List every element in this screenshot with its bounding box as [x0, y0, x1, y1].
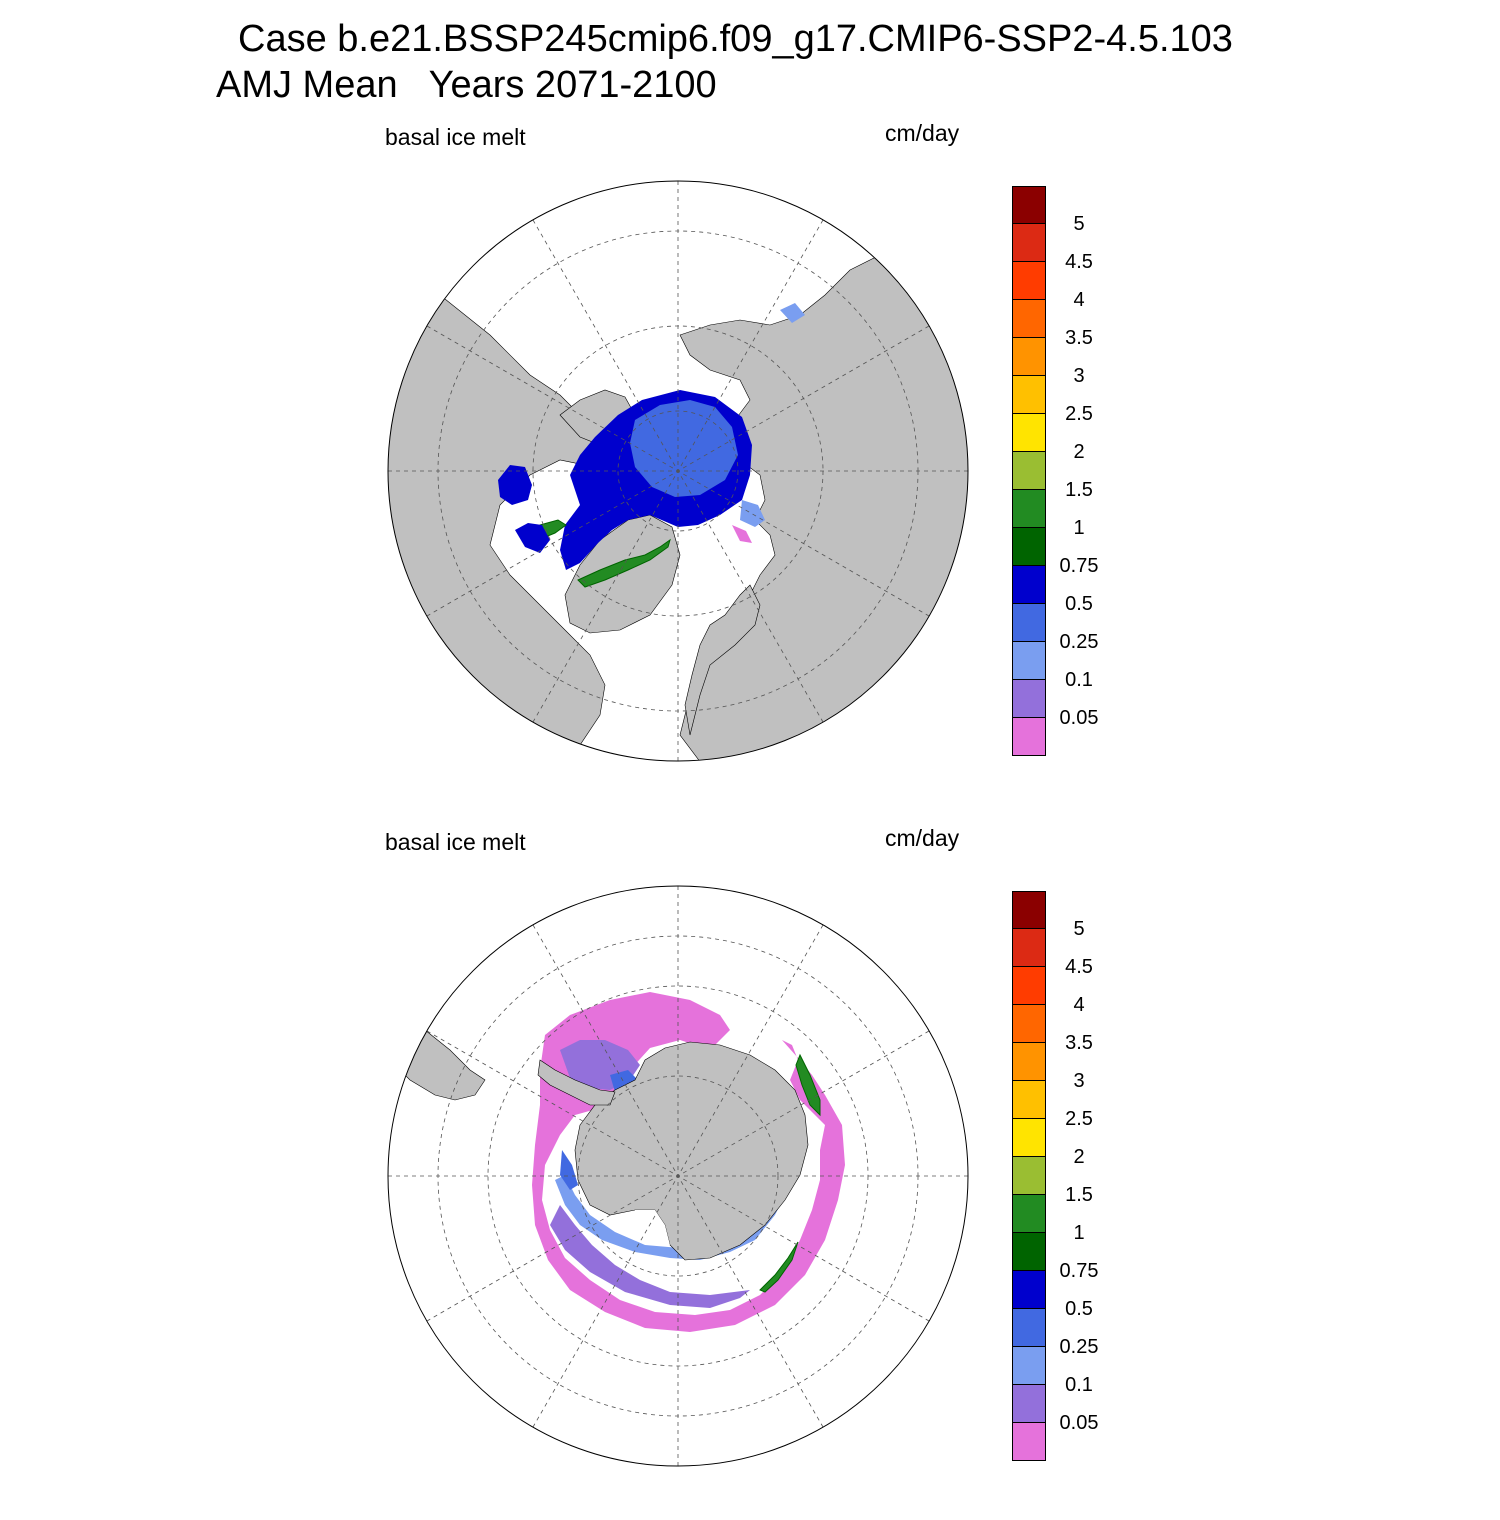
north-colorbar-label: 4 [1073, 289, 1085, 311]
north-colorbar-box [1012, 604, 1046, 642]
north-colorbar-box [1012, 376, 1046, 414]
south-colorbar-label: 4.5 [1065, 956, 1093, 978]
north-ice-inner-blue [630, 400, 738, 497]
south-colorbar-box [1012, 1005, 1046, 1043]
north-units-label: cm/day [885, 120, 960, 146]
south-colorbar-label: 0.1 [1065, 1374, 1093, 1396]
south-ice-blue-west [560, 1150, 578, 1190]
south-colorbar-box [1012, 967, 1046, 1005]
north-panel: basal ice melt cm/day [0, 110, 1500, 815]
north-colorbar-label: 0.1 [1065, 669, 1093, 691]
south-colorbar-box [1012, 1271, 1046, 1309]
north-colorbar-box [1012, 566, 1046, 604]
south-land-peninsula [537, 1059, 616, 1106]
south-colorbar-box [1012, 1309, 1046, 1347]
south-graticule [388, 886, 968, 1466]
north-colorbar-label: 0.25 [1059, 631, 1099, 653]
north-colorbar-box [1012, 642, 1046, 680]
north-colorbar-box [1012, 414, 1046, 452]
south-polar-map [387, 885, 969, 1467]
south-colorbar-label: 1 [1073, 1222, 1085, 1244]
north-colorbar-box [1012, 718, 1046, 756]
north-colorbar-box [1012, 452, 1046, 490]
north-colorbar-box [1012, 300, 1046, 338]
south-colorbar-box [1012, 1233, 1046, 1271]
south-colorbar-box [1012, 1423, 1046, 1461]
south-colorbar-box [1012, 1195, 1046, 1233]
north-colorbar-label: 3.5 [1065, 327, 1093, 349]
north-ice-labrador [515, 523, 550, 553]
south-variable-label: basal ice melt [385, 829, 526, 855]
north-ice-pink-fringe [732, 525, 752, 543]
south-colorbar-label: 2 [1073, 1146, 1085, 1168]
south-colorbar-label: 0.75 [1059, 1260, 1099, 1282]
north-colorbar-label: 2 [1073, 441, 1085, 463]
south-colorbar-label: 0.05 [1059, 1412, 1099, 1434]
north-polar-map [387, 180, 969, 762]
north-colorbar-box [1012, 528, 1046, 566]
north-graticule [388, 181, 968, 761]
south-colorbar-label: 5 [1073, 918, 1085, 940]
south-ross-ice-shelf [635, 1210, 670, 1245]
north-colorbar-label: 5 [1073, 213, 1085, 235]
south-ice-purple-band [550, 1205, 750, 1308]
south-map-border [387, 885, 969, 1467]
south-colorbar-box [1012, 1157, 1046, 1195]
south-colorbar-label: 0.25 [1059, 1336, 1099, 1358]
south-colorbar-box [1012, 1081, 1046, 1119]
south-colorbar-box [1012, 1385, 1046, 1423]
south-colorbar-box [1012, 891, 1046, 929]
north-colorbar-label: 1.5 [1065, 479, 1093, 501]
south-colorbar-label: 3.5 [1065, 1032, 1093, 1054]
south-colorbar-box [1012, 1347, 1046, 1385]
north-map-border [387, 180, 969, 762]
north-colorbar-label: 1 [1073, 517, 1085, 539]
north-colorbar: 5 4.5 4 3.5 3 2.5 2 1.5 1 0.75 0.5 0.25 0.1 0.05 [1010, 186, 1110, 758]
south-colorbar-label: 1.5 [1065, 1184, 1093, 1206]
north-colorbar-label: 2.5 [1065, 403, 1093, 425]
south-ice-green-southeast [759, 1241, 799, 1293]
north-colorbar-box [1012, 490, 1046, 528]
north-colorbar-label: 3 [1073, 365, 1085, 387]
south-colorbar: 5 4.5 4 3.5 3 2.5 2 1.5 1 0.75 0.5 0.25 0.1 0.05 [1010, 891, 1110, 1463]
south-colorbar-label: 2.5 [1065, 1108, 1093, 1130]
north-colorbar-label: 4.5 [1065, 251, 1093, 273]
north-ice-bering [780, 303, 805, 323]
south-colorbar-box [1012, 1119, 1046, 1157]
north-variable-label: basal ice melt [385, 124, 526, 150]
north-colorbar-box [1012, 224, 1046, 262]
south-colorbar-label: 4 [1073, 994, 1085, 1016]
south-panel: basal ice melt cm/day [0, 815, 1500, 1520]
figure-title-line-1: Case b.e21.BSSP245cmip6.f09_g17.CMIP6-SS… [238, 18, 1233, 60]
north-colorbar-box [1012, 338, 1046, 376]
south-colorbar-box [1012, 929, 1046, 967]
south-land-antarctica [574, 1041, 809, 1261]
north-colorbar-label: 0.75 [1059, 555, 1099, 577]
north-colorbar-box [1012, 262, 1046, 300]
north-colorbar-box [1012, 186, 1046, 224]
north-land-scandinavia [684, 584, 761, 736]
south-units-label: cm/day [885, 825, 960, 851]
north-ice-green-band-1 [577, 538, 671, 588]
north-ice-light-fringe [740, 500, 765, 527]
south-colorbar-box [1012, 1043, 1046, 1081]
south-ice-green-east [795, 1053, 821, 1117]
north-colorbar-box [1012, 680, 1046, 718]
south-colorbar-label: 3 [1073, 1070, 1085, 1092]
south-colorbar-label: 0.5 [1065, 1298, 1093, 1320]
north-colorbar-label: 0.5 [1065, 593, 1093, 615]
north-colorbar-label: 0.05 [1059, 707, 1099, 729]
figure-title-line-2: AMJ Mean Years 2071-2100 [216, 64, 717, 106]
north-ice-hudson-bay [498, 465, 532, 505]
